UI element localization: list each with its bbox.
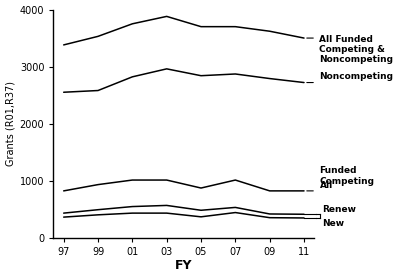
Text: New: New: [322, 219, 344, 227]
Text: All: All: [320, 181, 333, 190]
Text: Funded
Competing: Funded Competing: [320, 166, 374, 186]
Y-axis label: Grants (R01,R37): Grants (R01,R37): [6, 81, 16, 166]
Text: All Funded
Competing &
Noncompeting: All Funded Competing & Noncompeting: [320, 35, 394, 64]
X-axis label: FY: FY: [175, 259, 193, 272]
Text: Renew: Renew: [322, 205, 356, 214]
Text: Noncompeting: Noncompeting: [320, 72, 394, 81]
